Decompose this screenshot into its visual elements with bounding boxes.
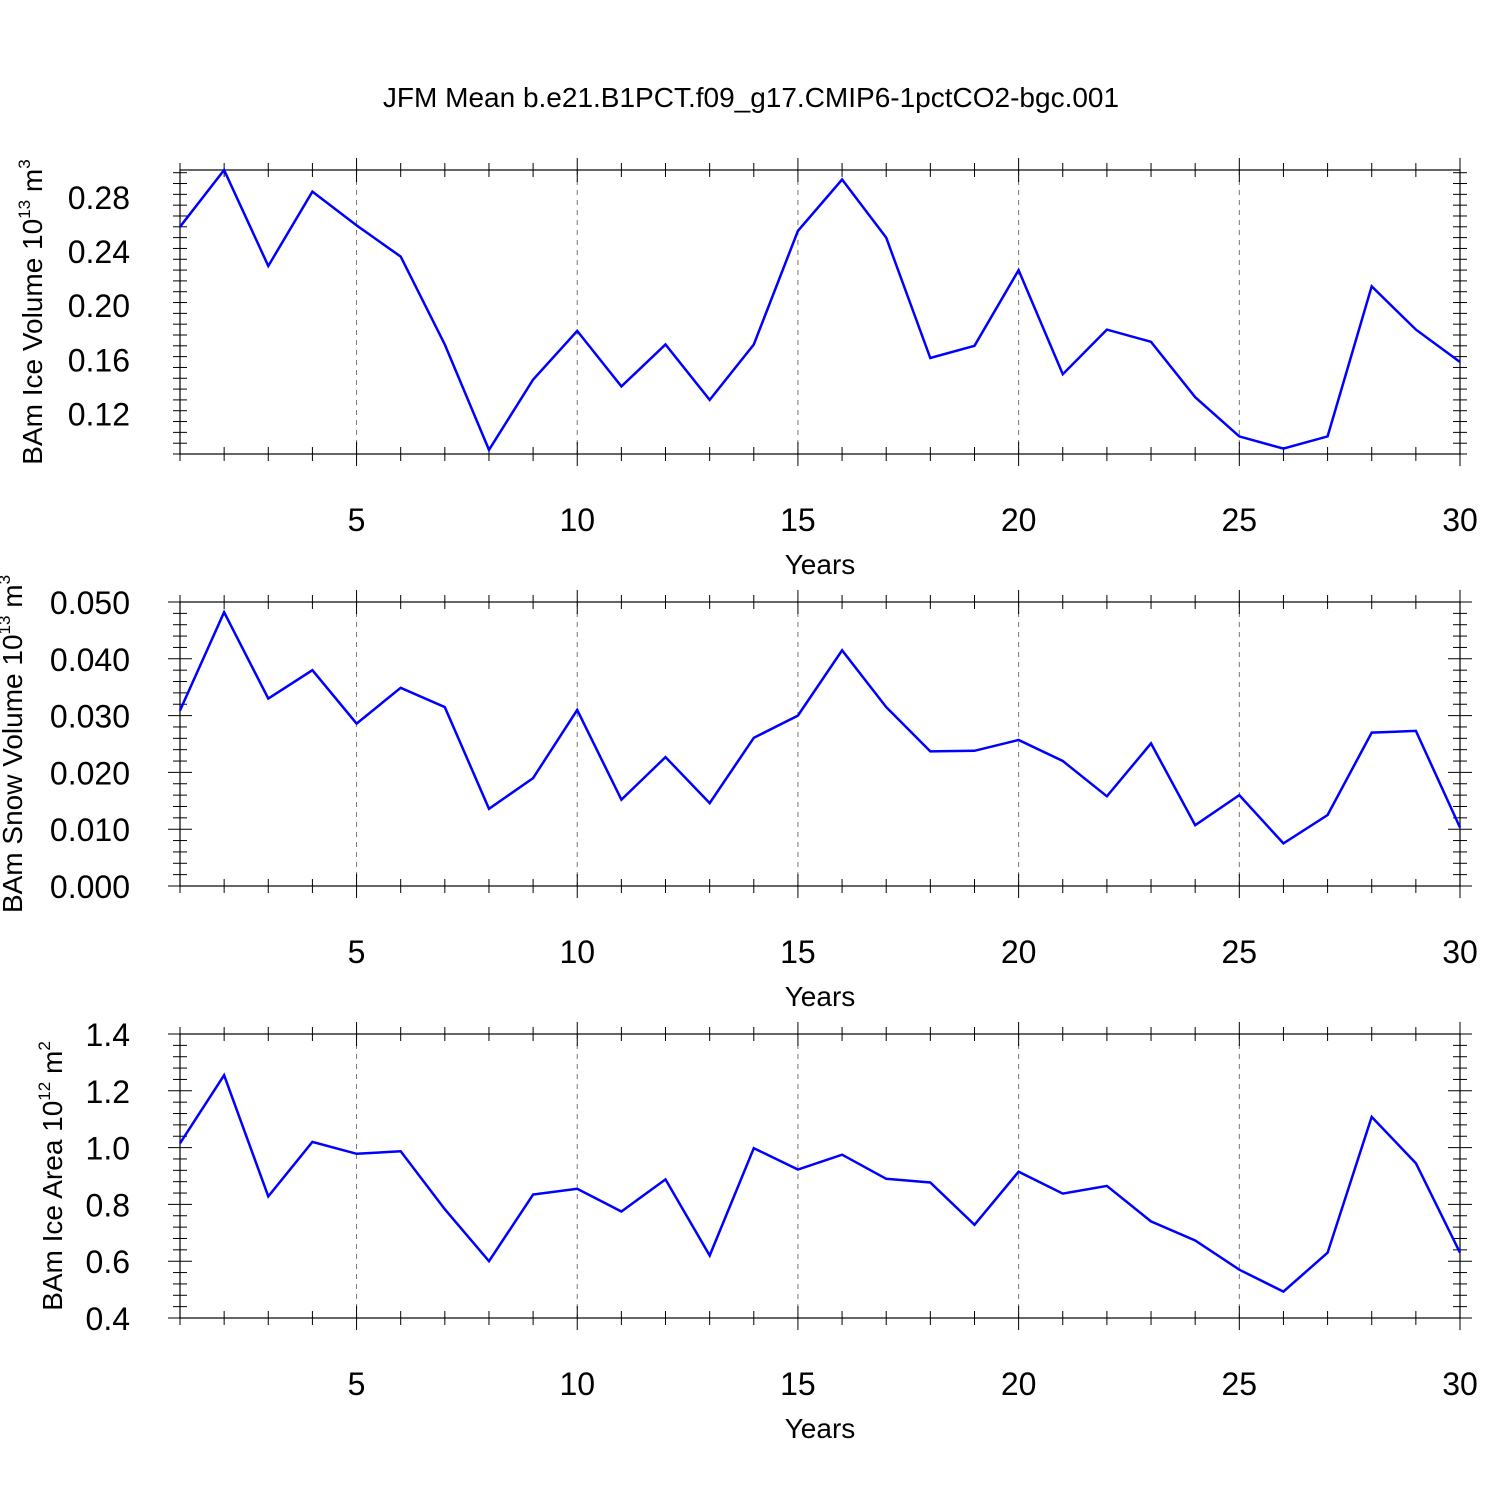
x-tick-label: 30 [1442,934,1478,970]
x-tick-label: 25 [1222,934,1258,970]
data-line [179,167,1461,453]
panel-3: 5 10 15 20 25 30 0.4 0.6 0.8 1.0 1.2 1.4 Years BAm Ic… [35,1017,1478,1444]
y-tick-label: 1.4 [86,1017,130,1053]
x-axis-label: Years [785,981,856,1012]
y-axis-label: BAm Ice Area 1012 m2 [35,1041,68,1311]
y-tick-label: 0.020 [50,755,130,791]
plot-frame [179,1033,1461,1319]
y-tick-label: 1.2 [86,1074,130,1110]
y-axis-label: BAm Ice Volume 1013 m3 [15,159,48,464]
y-tick-label: 0.8 [86,1187,130,1223]
y-tick-label: 0.040 [50,642,130,678]
y-tick-label: 0.050 [50,585,130,621]
data-line [178,609,1462,846]
y-tick-label: 0.6 [86,1244,130,1280]
y-tick-label: 0.28 [68,180,130,216]
y-tick-label: 0.010 [50,812,130,848]
plot-frame [179,169,1461,455]
x-tick-label: 30 [1442,502,1478,538]
x-tick-label: 10 [559,934,595,970]
x-tick-label: 20 [1001,502,1037,538]
x-tick-label: 20 [1001,1366,1037,1402]
x-tick-label: 5 [348,502,366,538]
x-tick-label: 15 [780,1366,816,1402]
y-tick-label: 0.030 [50,699,130,735]
y-tick-label: 1.0 [86,1131,130,1167]
plot-frame [179,601,1461,887]
y-tick-label: 0.20 [68,288,130,324]
x-tick-label: 15 [780,934,816,970]
x-axis-label: Years [785,549,856,580]
chart-title: JFM Mean b.e21.B1PCT.f09_g17.CMIP6-1pctC… [383,82,1119,113]
x-tick-label: 25 [1222,502,1258,538]
x-tick-label: 5 [348,934,366,970]
data-line [178,1072,1462,1294]
panels: 5 10 15 20 25 30 0.12 0.16 0.20 0.24 0.28 Years BAm … [0,158,1478,1444]
x-tick-label: 15 [780,502,816,538]
y-tick-label: 0.12 [68,396,130,432]
x-tick-label: 10 [559,502,595,538]
y-tick-label: 0.000 [50,869,130,905]
x-axis-label: Years [785,1413,856,1444]
y-axis-label: BAm Snow Volume 1013 m3 [0,575,28,913]
y-tick-label: 0.24 [68,234,130,270]
x-tick-label: 30 [1442,1366,1478,1402]
panel-1: 5 10 15 20 25 30 0.12 0.16 0.20 0.24 0.28 Years BAm … [15,158,1478,580]
x-tick-label: 10 [559,1366,595,1402]
x-tick-label: 5 [348,1366,366,1402]
x-tick-label: 20 [1001,934,1037,970]
y-tick-label: 0.16 [68,342,130,378]
panel-2: 5 10 15 20 25 30 0.000 0.010 0.020 0.030 0.040 0.05… [0,575,1478,1012]
y-tick-label: 0.4 [86,1301,130,1337]
x-tick-label: 25 [1222,1366,1258,1402]
